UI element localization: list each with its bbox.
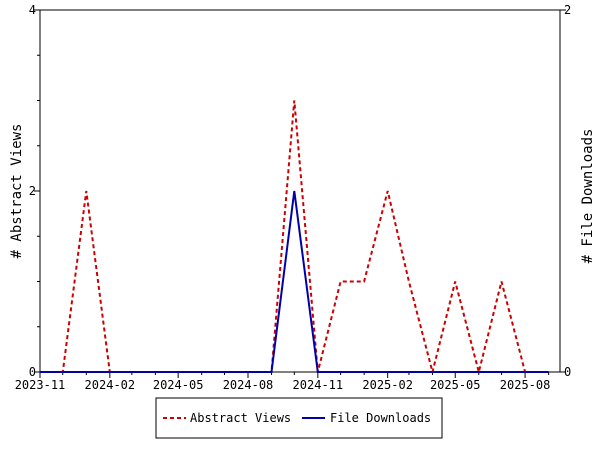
series-layer [40,100,549,373]
x-axis: 2023-11 2024-02 2024-05 2024-08 2024-11 2025-… [15,372,551,392]
x-tick-label: 2024-02 [85,378,136,392]
x-tick-label: 2024-05 [153,378,204,392]
series-line-abstract-views [40,100,549,373]
legend-label-abstract-views: Abstract Views [190,411,291,425]
y-left-tick-label: 0 [29,365,36,379]
x-tick-label: 2024-11 [293,378,344,392]
series-line-file-downloads [40,190,549,373]
y-right-tick-label: 0 [564,365,571,379]
plot-frame [39,9,561,373]
y-axis-left: 0 2 4 [29,3,40,379]
x-tick-label: 2025-05 [430,378,481,392]
y-left-tick-label: 2 [29,184,36,198]
y-axis-left-title: # Abstract Views [9,124,25,259]
legend-label-file-downloads: File Downloads [330,411,431,425]
y-axis-right-title: # File Downloads [580,129,596,264]
x-tick-label: 2025-02 [362,378,413,392]
y-left-tick-label: 4 [29,3,36,17]
y-axis-right: 02 [560,3,571,379]
x-tick-label: 2024-08 [223,378,274,392]
legend: Abstract Views File Downloads [155,397,443,439]
x-tick-label: 2023-11 [15,378,66,392]
x-tick-label: 2025-08 [500,378,551,392]
legend-box [155,397,443,439]
y-right-tick-label: 2 [564,3,571,17]
